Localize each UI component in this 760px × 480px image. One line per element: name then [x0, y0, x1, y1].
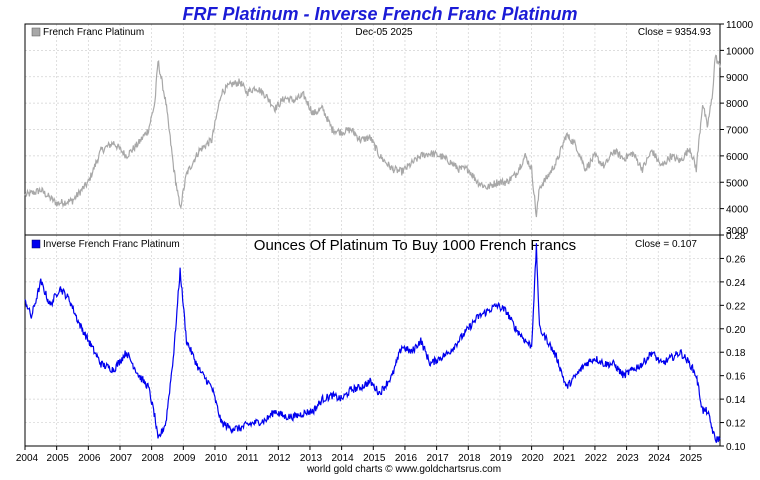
top-ytick-label: 6000 — [726, 152, 749, 163]
x-tick-label: 2009 — [173, 453, 196, 464]
bottom-y-axis: 0.10 0.12 0.14 0.16 0.18 0.20 0.22 0.24 0.26 0.28 — [720, 231, 746, 453]
bottom-legend-swatch — [31, 239, 41, 249]
bottom-grid — [25, 235, 720, 446]
bottom-ytick-label: 0.10 — [726, 442, 746, 453]
bottom-ytick-label: 0.22 — [726, 301, 746, 312]
bottom-ytick-label: 0.18 — [726, 348, 746, 359]
x-tick-label: 2023 — [616, 453, 639, 464]
x-tick-label: 2011 — [237, 453, 259, 464]
x-tick-label: 2010 — [205, 453, 228, 464]
top-grid — [25, 24, 720, 235]
top-ytick-label: 3000 — [726, 226, 749, 237]
bottom-series-line — [24, 243, 721, 443]
bottom-ytick-label: 0.24 — [726, 278, 746, 289]
bottom-ytick-label: 0.26 — [726, 254, 746, 265]
bottom-legend-label: Inverse French Franc Platinum — [43, 239, 180, 250]
x-tick-label: 2017 — [426, 453, 449, 464]
bottom-ytick-label: 0.14 — [726, 395, 746, 406]
top-ytick-label: 11000 — [726, 20, 754, 31]
top-ytick-label: 4000 — [726, 205, 749, 216]
top-ytick-label: 10000 — [726, 46, 754, 57]
bottom-ytick-label: 0.28 — [726, 231, 746, 242]
x-tick-label: 2013 — [300, 453, 323, 464]
x-tick-label: 2006 — [78, 453, 101, 464]
top-ytick-label: 5000 — [726, 178, 749, 189]
top-legend-label: French Franc Platinum — [43, 27, 144, 38]
x-tick-label: 2018 — [458, 453, 481, 464]
top-ytick-label: 9000 — [726, 73, 749, 84]
top-legend-swatch — [31, 27, 41, 37]
x-tick-label: 2022 — [585, 453, 608, 464]
footer-credit: world gold charts © www.goldchartsrus.co… — [306, 464, 501, 475]
top-series-line — [24, 54, 721, 218]
x-tick-label: 2014 — [332, 453, 355, 464]
top-ytick-label: 7000 — [726, 126, 749, 137]
x-tick-label: 2025 — [680, 453, 703, 464]
x-axis: 2004 2005 2006 2007 2008 2009 2010 2011 2012 2013… — [16, 446, 703, 464]
x-tick-label: 2004 — [16, 453, 39, 464]
chart-title: FRF Platinum - Inverse French Franc Plat… — [182, 4, 577, 24]
x-tick-label: 2008 — [142, 453, 165, 464]
x-tick-label: 2005 — [47, 453, 70, 464]
top-ytick-label: 8000 — [726, 99, 749, 110]
x-tick-label: 2012 — [268, 453, 291, 464]
x-tick-label: 2020 — [521, 453, 544, 464]
bottom-ytick-label: 0.16 — [726, 372, 746, 383]
bottom-close-label: Close = 0.107 — [635, 239, 697, 250]
top-y-axis: 3000 4000 5000 6000 7000 8000 9000 10000 11000 — [720, 20, 754, 237]
x-tick-label: 2021 — [553, 453, 576, 464]
x-tick-label: 2016 — [395, 453, 418, 464]
top-close-label: Close = 9354.93 — [638, 27, 712, 38]
bottom-subtitle: Ounces Of Platinum To Buy 1000 French Fr… — [254, 237, 576, 254]
x-tick-label: 2019 — [490, 453, 513, 464]
bottom-ytick-label: 0.20 — [726, 325, 746, 336]
x-tick-label: 2007 — [110, 453, 133, 464]
bottom-panel-frame — [24, 234, 721, 447]
date-label: Dec-05 2025 — [355, 27, 413, 38]
bottom-ytick-label: 0.12 — [726, 419, 746, 430]
x-tick-label: 2024 — [648, 453, 671, 464]
x-tick-label: 2015 — [363, 453, 386, 464]
